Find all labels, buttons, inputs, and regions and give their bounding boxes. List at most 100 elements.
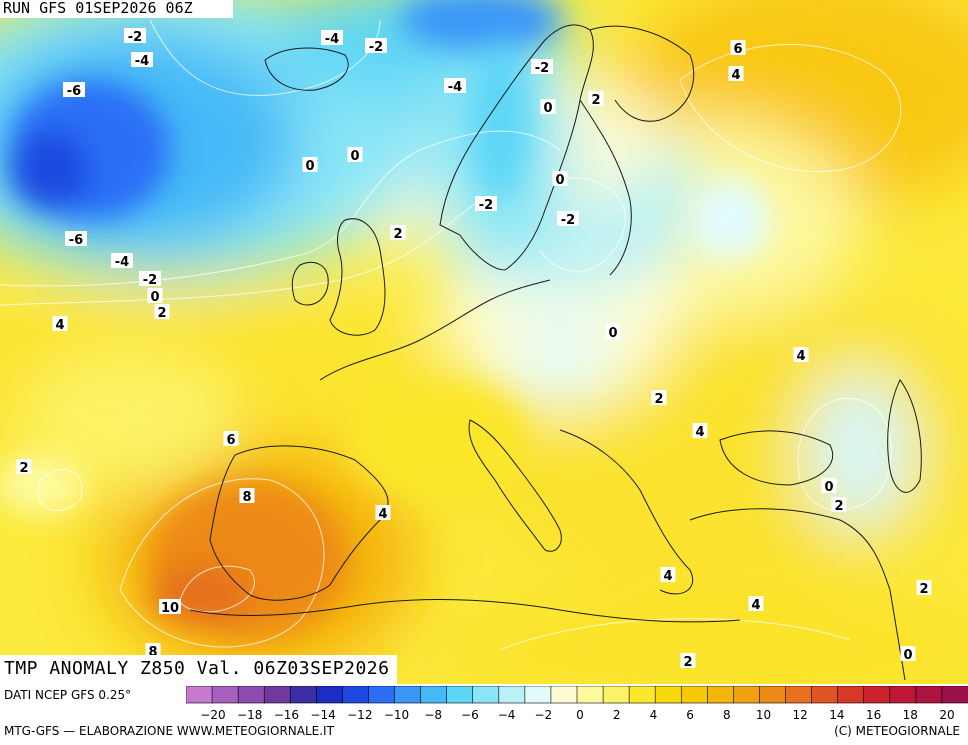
legend-swatch	[863, 686, 891, 704]
svg-text:2: 2	[834, 499, 843, 514]
legend-swatch	[941, 686, 968, 704]
svg-text:8: 8	[242, 490, 251, 505]
contour-label: 4	[748, 596, 764, 613]
anomaly-field	[0, 0, 968, 684]
contour-label: 4	[793, 347, 809, 364]
coastlines	[189, 24, 922, 681]
legend-tick-label: 8	[723, 708, 731, 722]
contour-label: -2	[139, 271, 161, 288]
contour-label: 0	[900, 646, 916, 663]
contour-label: -2	[557, 211, 579, 228]
legend-swatch	[680, 686, 708, 704]
contour-label: 2	[831, 497, 847, 514]
contour-label: 2	[16, 459, 32, 476]
legend-swatch	[186, 686, 213, 704]
legend-swatch	[628, 686, 656, 704]
svg-text:10: 10	[161, 601, 179, 616]
svg-text:2: 2	[591, 93, 600, 108]
legend-tick-label: −8	[424, 708, 442, 722]
svg-text:4: 4	[751, 598, 760, 613]
legend-swatch	[289, 686, 317, 704]
contour-label: 2	[588, 91, 604, 108]
legend-tick-label: 10	[756, 708, 771, 722]
legend-tick-labels: −20 −18 −16 −14 −12 −10 −8 −6 −4 −2 0 2 4 6 8 10 12 14 16 1…	[200, 708, 954, 722]
svg-text:6: 6	[226, 433, 235, 448]
contour-label: -4	[444, 78, 466, 95]
legend-tick-label: 20	[939, 708, 954, 722]
contour-label: -4	[111, 253, 133, 270]
svg-text:6: 6	[733, 42, 742, 57]
contour-label: -4	[131, 52, 153, 69]
legend-swatch	[420, 686, 448, 704]
contour-label: 4	[660, 567, 676, 584]
legend-tick-label: 2	[613, 708, 621, 722]
contour-label: 2	[154, 304, 170, 321]
map-title: TMP ANOMALY Z850 Val. 06Z03SEP2026	[0, 655, 398, 684]
contour-label: 0	[347, 147, 363, 164]
legend-tick-label: −2	[534, 708, 552, 722]
svg-text:2: 2	[19, 461, 28, 476]
svg-text:-6: -6	[69, 233, 83, 248]
contour-label: 0	[821, 478, 837, 495]
legend-swatch	[316, 686, 344, 704]
svg-text:2: 2	[157, 306, 166, 321]
contour-label: 8	[239, 488, 255, 505]
contour-label: 4	[375, 505, 391, 522]
contour-label: 0	[147, 288, 163, 305]
legend-swatch	[811, 686, 839, 704]
contour-label: -4	[321, 30, 343, 47]
contour-label: -6	[63, 82, 85, 99]
svg-text:0: 0	[555, 173, 564, 188]
legend-swatch	[498, 686, 526, 704]
legend-tick-label: 0	[576, 708, 584, 722]
svg-text:-6: -6	[67, 84, 81, 99]
data-source: DATI NCEP GFS 0.25°	[4, 688, 132, 702]
legend-tick-label: 4	[650, 708, 658, 722]
legend-swatch	[263, 686, 291, 704]
legend-tick-label: 18	[903, 708, 918, 722]
svg-text:4: 4	[55, 318, 64, 333]
svg-text:-2: -2	[143, 273, 157, 288]
copyright-text: (C) METEOGIORNALE	[834, 724, 960, 738]
legend-swatch	[576, 686, 604, 704]
legend-swatch	[837, 686, 865, 704]
legend-swatch	[237, 686, 265, 704]
contour-label: -2	[531, 59, 553, 76]
svg-text:2: 2	[393, 227, 402, 242]
svg-text:4: 4	[731, 68, 740, 83]
svg-text:0: 0	[903, 648, 912, 663]
contour-label: 0	[540, 99, 556, 116]
legend-tick-label: −4	[498, 708, 516, 722]
svg-text:-2: -2	[479, 198, 493, 213]
legend-tick-label: −12	[347, 708, 372, 722]
legend-tick-label: −20	[200, 708, 225, 722]
legend-tick-label: −14	[310, 708, 335, 722]
contour-label: -2	[365, 38, 387, 55]
legend-tick-label: −18	[237, 708, 262, 722]
contour-label: 4	[692, 423, 708, 440]
contour-label: 6	[223, 431, 239, 448]
svg-text:0: 0	[350, 149, 359, 164]
legend-tick-label: 14	[829, 708, 844, 722]
svg-text:-4: -4	[115, 255, 129, 270]
svg-text:0: 0	[608, 326, 617, 341]
legend-swatch	[472, 686, 500, 704]
svg-text:-2: -2	[128, 30, 142, 45]
contour-label: -2	[475, 196, 497, 213]
legend-tick-label: −10	[384, 708, 409, 722]
legend-swatch	[707, 686, 735, 704]
legend-swatch	[368, 686, 396, 704]
legend-swatch	[394, 686, 422, 704]
legend-swatch	[654, 686, 682, 704]
legend-swatch	[915, 686, 943, 704]
svg-text:-4: -4	[135, 54, 149, 69]
run-label: RUN GFS 01SEP2026 06Z	[0, 0, 233, 18]
legend-swatch	[602, 686, 630, 704]
legend-swatch	[889, 686, 917, 704]
contour-label: 8	[145, 643, 161, 660]
contour-label: 0	[302, 157, 318, 174]
contour-label: 2	[916, 580, 932, 597]
svg-text:2: 2	[683, 655, 692, 670]
legend-swatch	[550, 686, 578, 704]
color-legend: −20 −18 −16 −14 −12 −10 −8 −6 −4 −2 0 2 4 6 8 10 12 14 16 1…	[186, 686, 968, 722]
